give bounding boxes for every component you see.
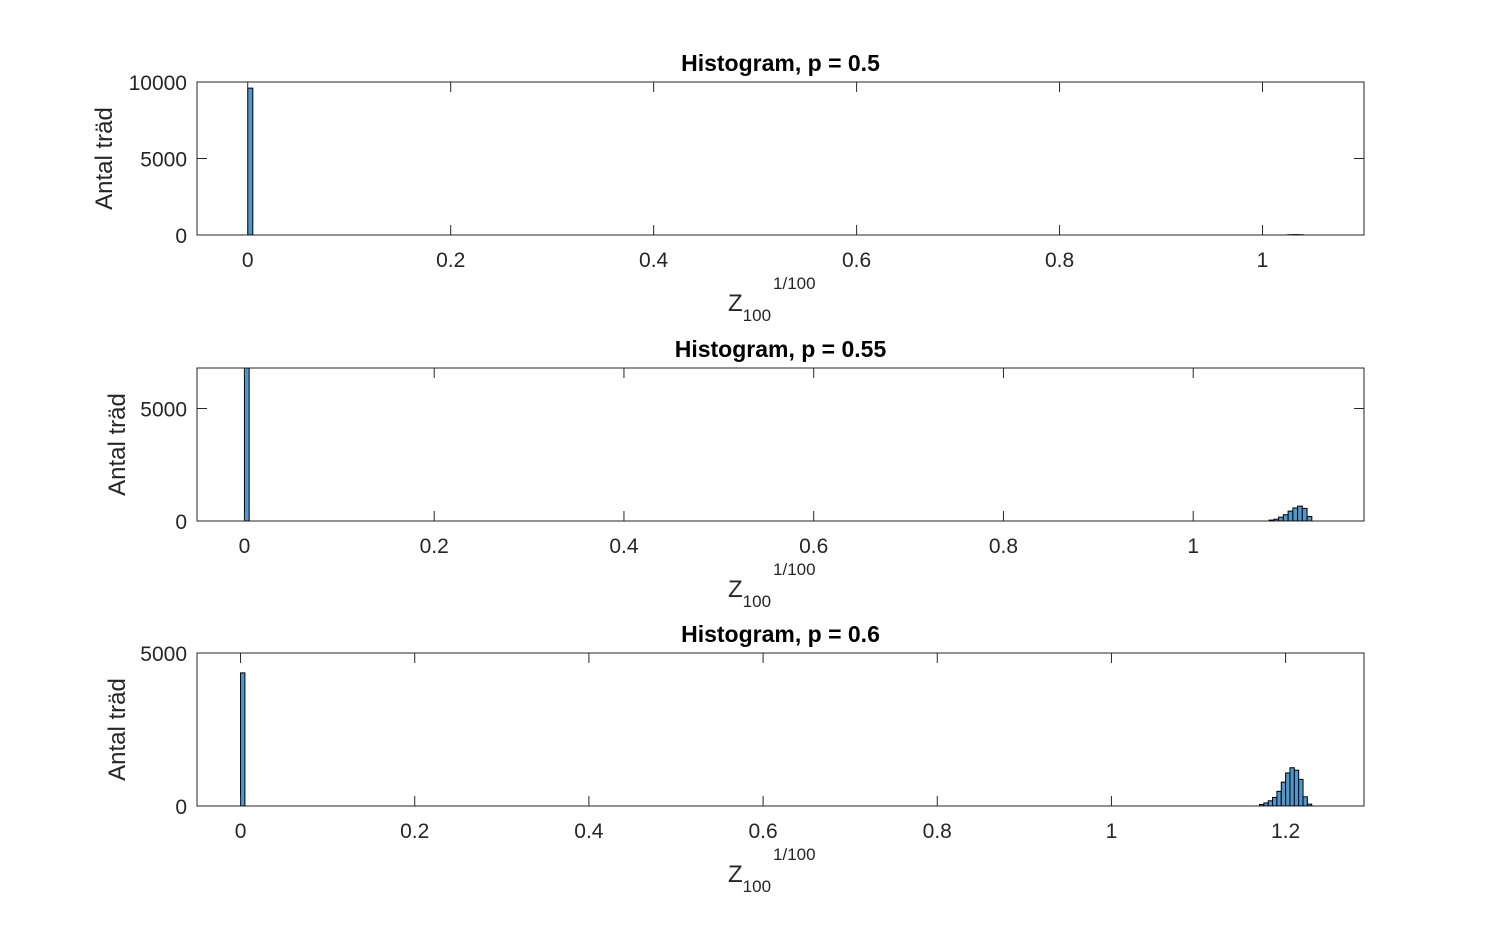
- bars: [247, 87, 1304, 235]
- x-tick-label: 0: [239, 535, 251, 558]
- x-tick-label: 0.4: [609, 535, 639, 558]
- bars: [240, 672, 1313, 806]
- histogram-bar-5: [1272, 796, 1278, 806]
- x-axis-label-base: Z: [728, 576, 743, 603]
- x-tick-label: 0.2: [436, 249, 465, 272]
- histogram-bar-3: [1273, 518, 1280, 521]
- x-tick-label: 1.2: [1271, 820, 1300, 843]
- y-tick-label: 0: [175, 796, 187, 819]
- histogram-bar-10: [1293, 769, 1300, 806]
- x-axis-label-superscript: 1/100: [773, 560, 816, 579]
- x-axis-label-base: Z: [728, 290, 743, 317]
- x-tick-label: 0.8: [1045, 249, 1074, 272]
- chart-title: Histogram, p = 0.5: [681, 50, 880, 76]
- histogram-bar-7: [1280, 781, 1287, 806]
- histogram-bar-2: [1268, 519, 1275, 521]
- y-tick-label: 10000: [129, 72, 187, 95]
- axes-box: [196, 367, 1365, 522]
- histogram-bar-4: [1267, 800, 1274, 806]
- x-tick-label: 0.2: [400, 820, 429, 843]
- histogram-panel-3: 0 0.2 0.4 0.6 0.8 1 1.2 0 5000 Histogram, p = 0.6…: [104, 621, 1365, 896]
- y-axis-label: Antal träd: [91, 107, 118, 210]
- histogram-bar-4: [1278, 516, 1284, 521]
- histogram-bar-11: [1298, 778, 1304, 806]
- x-axis-label-superscript: 1/100: [773, 274, 816, 293]
- x-axis-label-subscript: 100: [743, 877, 771, 896]
- chart-title: Histogram, p = 0.6: [681, 621, 880, 647]
- x-tick-label: 1: [1187, 535, 1199, 558]
- histogram-bar-6: [1287, 510, 1294, 521]
- histogram-bar-9: [1301, 507, 1308, 521]
- x-tick-label: 1: [1106, 820, 1118, 843]
- histogram-bar-8: [1297, 505, 1303, 521]
- x-tick-label: 0.8: [923, 820, 952, 843]
- histogram-bar-7: [1292, 507, 1299, 521]
- x-tick-label: 0.4: [574, 820, 604, 843]
- y-tick-label: 5000: [140, 643, 187, 666]
- histogram-bar-9: [1289, 767, 1295, 806]
- x-axis-label-subscript: 100: [743, 592, 771, 611]
- x-axis-label: Z1001/100: [728, 845, 816, 896]
- x-tick-label: 0.4: [639, 249, 669, 272]
- bars: [243, 368, 1313, 521]
- x-tick-label: 0.6: [748, 820, 777, 843]
- histogram-bar-12: [1302, 796, 1308, 806]
- y-tick-label: 5000: [140, 399, 187, 422]
- histogram-bar-1: [247, 87, 254, 235]
- histogram-bar-10: [1306, 516, 1313, 521]
- chart-title: Histogram, p = 0.55: [675, 336, 887, 362]
- x-axis-label: Z1001/100: [728, 560, 816, 611]
- x-axis-label-base: Z: [728, 861, 743, 888]
- x-axis-label-subscript: 100: [743, 306, 771, 325]
- histogram-bar-3: [1263, 802, 1269, 806]
- axes-box: [196, 652, 1365, 807]
- x-tick-label: 0.6: [842, 249, 871, 272]
- x-tick-label: 0.6: [799, 535, 828, 558]
- y-axis-label: Antal träd: [104, 678, 131, 781]
- histogram-bar-1: [240, 672, 246, 806]
- x-tick-label: 0.8: [989, 535, 1018, 558]
- x-tick-label: 1: [1257, 249, 1269, 272]
- histogram-bar-6: [1276, 790, 1282, 806]
- axes-box: [196, 81, 1365, 236]
- histogram-bar-2: [1258, 803, 1265, 806]
- histogram-bar-2: [1287, 234, 1294, 235]
- y-tick-label: 0: [175, 225, 187, 248]
- histogram-panel-1: 0 0.2 0.4 0.6 0.8 1 0 5000 10000 Histogram, p = 0…: [91, 50, 1365, 325]
- x-tick-label: 0.2: [420, 535, 449, 558]
- x-tick-label: 0: [235, 820, 247, 843]
- x-axis-label-superscript: 1/100: [773, 845, 816, 864]
- histogram-bar-4: [1297, 234, 1304, 235]
- histogram-bar-1: [243, 368, 250, 521]
- histogram-bar-13: [1306, 803, 1313, 806]
- y-axis-label: Antal träd: [104, 393, 131, 496]
- y-tick-label: 5000: [140, 149, 187, 172]
- histogram-bar-5: [1282, 514, 1289, 521]
- y-tick-label: 0: [175, 511, 187, 534]
- x-tick-label: 0: [242, 249, 254, 272]
- histogram-bar-8: [1285, 772, 1291, 806]
- x-axis-label: Z1001/100: [728, 274, 816, 325]
